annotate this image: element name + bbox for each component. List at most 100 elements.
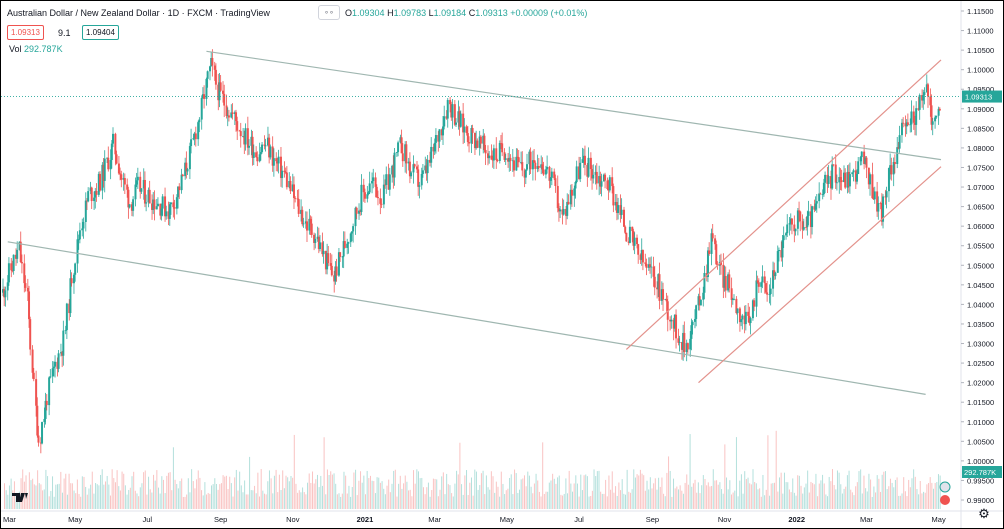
volume-bar (368, 478, 370, 509)
y-tick-label: 1.05500 (967, 242, 994, 251)
candle-body (925, 84, 928, 93)
volume-bar (838, 472, 840, 509)
candle-body (112, 133, 115, 144)
volume-bar (330, 471, 332, 509)
candle-body (727, 274, 730, 291)
volume-bar (901, 493, 903, 509)
volume-bar (361, 482, 363, 509)
candle-body (248, 145, 251, 148)
volume-bar (68, 473, 70, 509)
volume-bar (659, 486, 661, 509)
buy-price-button[interactable]: 1.09404 (82, 25, 119, 40)
candle-body (252, 152, 255, 158)
volume-bar (348, 485, 350, 509)
volume-bar (605, 479, 607, 509)
candle-body (847, 171, 850, 187)
candle-body (929, 96, 932, 106)
candle-body (821, 194, 824, 195)
candle-body (647, 264, 650, 268)
volume-bar (409, 489, 411, 509)
candle-body (625, 232, 628, 242)
volume-bar (37, 470, 39, 509)
volume-bar (638, 475, 640, 509)
candle-body (640, 250, 643, 260)
candle-body (11, 270, 14, 272)
volume-bar (83, 476, 85, 509)
y-tick-label: 1.07500 (967, 163, 994, 172)
volume-bar (259, 496, 261, 509)
x-tick-label: Sep (646, 515, 659, 524)
volume-bar (572, 491, 574, 509)
candle-body (198, 119, 201, 123)
sell-price-button[interactable]: 1.09313 (7, 25, 44, 40)
volume-bar (432, 478, 434, 509)
volume-bar (512, 494, 514, 509)
volume-bar (868, 473, 870, 509)
candle-body (358, 210, 361, 214)
volume-bar (247, 494, 249, 509)
volume-bar (921, 493, 923, 509)
candle-body (627, 241, 630, 243)
volume-bar (442, 472, 444, 509)
gear-icon[interactable]: ⚙ (978, 506, 990, 521)
candle-body (425, 165, 428, 174)
volume-bar (747, 477, 749, 509)
candle-body (761, 276, 764, 283)
candle-body (16, 249, 19, 259)
candle-body (785, 233, 788, 236)
volume-bar (797, 475, 799, 509)
volume-bar (70, 483, 72, 509)
volume-bar (636, 474, 638, 509)
x-tick-label: 2021 (357, 515, 374, 524)
volume-bar (61, 492, 63, 509)
volume-bar (744, 471, 746, 509)
candle-body (462, 113, 465, 133)
candle-body (567, 201, 570, 205)
tradingview-logo-icon[interactable] (10, 489, 32, 505)
volume-bar (462, 494, 464, 509)
candle-body (809, 211, 812, 228)
candle-body (178, 186, 181, 191)
eye-toggle-icon[interactable]: ∘∘ (318, 5, 340, 20)
candle-body (831, 164, 834, 189)
candle-body (107, 157, 110, 170)
candle-body (805, 227, 808, 228)
volume-bar (835, 489, 837, 509)
volume-bar (749, 483, 751, 509)
candle-body (451, 104, 454, 118)
volume-bar (358, 480, 360, 509)
volume-bar (212, 484, 214, 509)
candle-body (892, 162, 895, 175)
candle-body (421, 170, 424, 174)
candle-body (937, 108, 940, 116)
candle-body (561, 209, 564, 215)
candle-body (117, 163, 120, 174)
candle-body (397, 142, 400, 153)
candle-body (246, 128, 249, 148)
candle-body (748, 315, 751, 324)
candle-body (818, 193, 821, 202)
volume-bar (757, 489, 759, 509)
volume-bar (850, 489, 852, 509)
candle-body (429, 159, 432, 163)
candle-body (283, 170, 286, 172)
volume-bar (787, 482, 789, 509)
volume-bar (416, 469, 418, 509)
volume-bar (114, 482, 116, 509)
volume-bar (100, 474, 102, 509)
volume-bar (886, 489, 888, 509)
volume-bar (365, 494, 367, 509)
volume-axis-tag (962, 466, 1002, 478)
y-tick-label: 1.08000 (967, 144, 994, 153)
candle-body (147, 189, 150, 203)
volume-bar (328, 474, 330, 509)
volume-bar (75, 493, 77, 509)
candle-body (650, 266, 653, 268)
candle-body (407, 161, 410, 164)
candle-body (807, 211, 810, 216)
volume-bar (189, 492, 191, 509)
candle-body (294, 197, 297, 199)
candle-body (110, 143, 113, 161)
x-tick-label: Nov (286, 515, 300, 524)
